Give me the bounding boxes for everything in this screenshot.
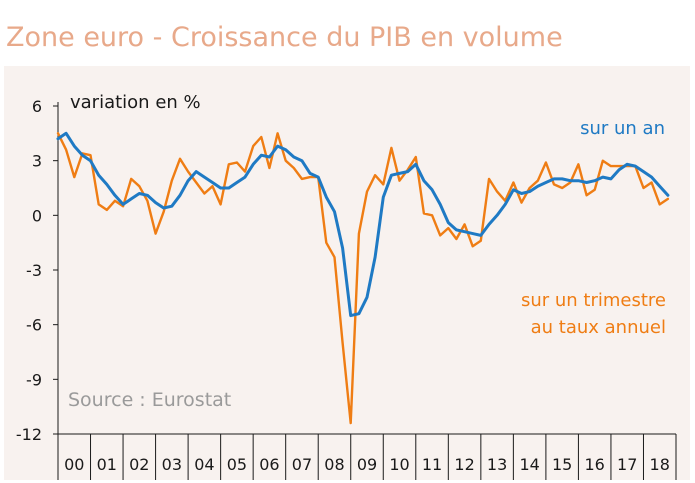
x-tick-label: 05	[227, 455, 247, 474]
legend-quarterly-line2: au taux annuel	[531, 317, 666, 338]
y-tick-label: -9	[26, 370, 42, 389]
x-tick-label: 17	[617, 455, 637, 474]
x-tick-label: 07	[292, 455, 312, 474]
y-tick-label: -6	[26, 316, 42, 335]
x-tick-label: 10	[389, 455, 409, 474]
series-line-annual	[56, 131, 670, 318]
series-lines	[56, 131, 670, 425]
chart-title: Zone euro - Croissance du PIB en volume	[6, 22, 563, 53]
x-tick-label: 09	[357, 455, 377, 474]
y-tick-label: -3	[26, 261, 42, 280]
axes: 6 3 0 -3 -6 -9 -12 00 01 02 03 04 05 06 07 08 09 10 11 12 13…	[16, 97, 677, 480]
source-note: Source : Eurostat	[68, 389, 231, 411]
x-tick-label: 16	[585, 455, 605, 474]
x-tick-label: 01	[97, 455, 117, 474]
x-tick-label: 14	[519, 455, 539, 474]
x-tick-label: 00	[64, 455, 84, 474]
x-tick-label: 18	[650, 455, 670, 474]
y-tick-label: 0	[32, 206, 42, 225]
x-tick-label: 12	[454, 455, 474, 474]
x-tick-label: 11	[422, 455, 442, 474]
x-tick-label: 02	[129, 455, 149, 474]
x-tick-label: 15	[552, 455, 572, 474]
legend-quarterly-line1: sur un trimestre	[521, 290, 666, 311]
y-tick-label: -12	[16, 425, 42, 444]
x-tick-label: 03	[162, 455, 182, 474]
y-tick-label: 3	[32, 152, 42, 171]
x-tick-label: 06	[259, 455, 279, 474]
y-axis-unit-label: variation en %	[70, 92, 201, 113]
series-line-quarterly	[56, 132, 670, 425]
y-tick-label: 6	[32, 97, 42, 116]
x-tick-label: 13	[487, 455, 507, 474]
x-tick-label: 08	[324, 455, 344, 474]
x-tick-label: 04	[194, 455, 214, 474]
legend-annual: sur un an	[580, 118, 665, 139]
